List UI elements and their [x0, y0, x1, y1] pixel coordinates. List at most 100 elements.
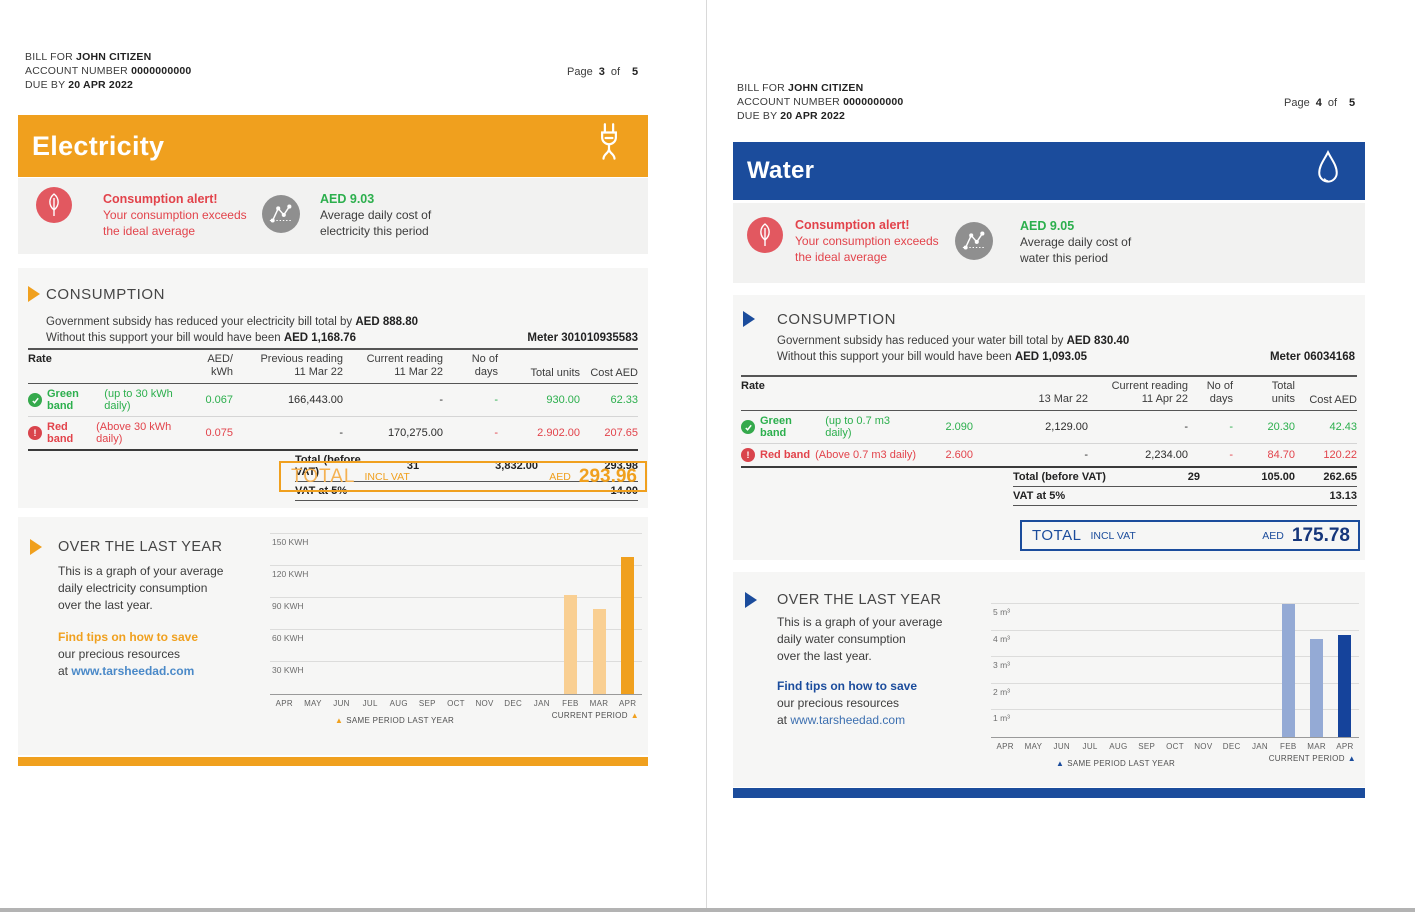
electricity-consumption-panel: CONSUMPTION Government subsidy has reduc…	[18, 268, 648, 508]
chart-gridline	[270, 628, 642, 630]
chart-bar-slot	[1076, 588, 1104, 737]
page-indicator: Page 3 of 5	[567, 66, 639, 78]
consumption-alert-text: Consumption alert! Your consumption exce…	[103, 192, 247, 238]
tarsheedad-link[interactable]: www.tarsheedad.com	[71, 664, 195, 678]
lastyear-title: OVER THE LAST YEAR	[777, 592, 942, 608]
lastyear-desc: This is a graph of your average daily wa…	[777, 615, 943, 663]
chart-month-label: JAN	[533, 699, 550, 708]
leaf-icon	[747, 217, 783, 253]
chart-bar	[592, 608, 606, 694]
chart-tick-label: 30 KWH	[272, 664, 304, 675]
chart-bar	[1338, 634, 1352, 737]
chart-bar-slot	[327, 523, 356, 694]
chart-tick-label: 60 KWH	[272, 632, 304, 643]
chart-month-label: DEC	[504, 699, 523, 708]
chart-month-label: JUL	[1082, 742, 1098, 751]
chart-bar-slot	[1048, 588, 1076, 737]
section-arrow-icon	[30, 539, 42, 555]
chart-month-label: APR	[618, 699, 637, 708]
water-chart: 1 m³ 2 m³ 3 m³ 4 m³ 5 m³ APR MAY JUN JUL AUG SEP O…	[991, 588, 1359, 768]
chart-month-label: AUG	[1109, 742, 1128, 751]
chart-tick-label: 1 m³	[993, 713, 1010, 724]
red-band-row: ! Red band (Above 0.7 m3 daily) 2.600 - …	[741, 444, 1357, 468]
chart-month-label: APR	[1336, 742, 1354, 751]
chart-bar-slot	[299, 523, 328, 694]
chart-months: APR MAY JUN JUL AUG SEP OCT NOV DEC JAN FEB MAR APR	[991, 742, 1359, 751]
plug-icon	[592, 122, 626, 171]
consumption-title: CONSUMPTION	[46, 286, 166, 303]
subsidy-text: Government subsidy has reduced your elec…	[46, 316, 638, 344]
total-before-vat-row: Total (before VAT) 29 105.00 262.65	[1013, 468, 1357, 487]
chart-bar-slot	[499, 523, 528, 694]
document-bottom-edge	[0, 908, 1415, 912]
chart-tick-label: 120 KWH	[272, 568, 309, 579]
chart-bar-slot	[442, 523, 471, 694]
subsidy-text: Government subsidy has reduced your wate…	[777, 335, 1355, 363]
avg-cost-text: AED 9.05 Average daily cost of water thi…	[1020, 219, 1132, 265]
due-line: DUE BY 20 APR 2022	[737, 110, 846, 122]
chart-tick-label: 2 m³	[993, 686, 1010, 697]
tarsheedad-link[interactable]: www.tarsheedad.com	[790, 713, 906, 727]
chart-month-label: OCT	[447, 699, 465, 708]
electricity-title: Electricity	[32, 130, 165, 161]
chart-bar	[563, 594, 577, 694]
consumption-alert-text: Consumption alert! Your consumption exce…	[795, 218, 939, 264]
legend-triangle-icon	[1345, 754, 1359, 763]
chart-bar	[1310, 638, 1324, 737]
chart-bar-slot	[1189, 588, 1217, 737]
chart-month-label: MAY	[304, 699, 322, 708]
chart-month-label: APR	[996, 742, 1014, 751]
chart-bars	[991, 588, 1359, 737]
lastyear-tips: Find tips on how to save our precious re…	[58, 630, 199, 678]
chart-legend: SAME PERIOD LAST YEAR CURRENT PERIOD	[991, 754, 1359, 768]
table-header: Rate AED/kWh Previous reading 11 Mar 22 C…	[28, 348, 638, 384]
chart-gridline	[991, 682, 1359, 684]
chart-bar-slot	[413, 523, 442, 694]
chart-months: APR MAY JUN JUL AUG SEP OCT NOV DEC JAN FEB MAR APR	[270, 699, 642, 708]
chart-tick-label: 4 m³	[993, 633, 1010, 644]
chart-gridline	[270, 596, 642, 598]
water-footer-bar	[733, 788, 1365, 798]
chart-bar-slot	[356, 523, 385, 694]
chart-bar-slot	[384, 523, 413, 694]
chart-bar-slot	[1133, 588, 1161, 737]
check-icon	[741, 420, 755, 434]
legend-triangle-icon	[628, 711, 642, 720]
chart-tick-label: 150 KWH	[272, 536, 309, 547]
account-line: ACCOUNT NUMBER 0000000000	[25, 65, 192, 77]
chart-month-label: FEB	[1280, 742, 1297, 751]
page-separator	[706, 0, 707, 908]
chart-month-label: MAR	[589, 699, 609, 708]
green-band-row: Green band (up to 30 kWh daily) 0.067 16…	[28, 384, 638, 417]
chart-month-label: JUL	[362, 699, 378, 708]
chart-gridline	[270, 532, 642, 534]
page-indicator: Page 4 of 5	[1284, 97, 1356, 109]
electricity-consumption-table: Rate AED/kWh Previous reading 11 Mar 22 C…	[28, 348, 638, 501]
chart-tick-label: 3 m³	[993, 660, 1010, 671]
electricity-alert-strip: Consumption alert! Your consumption exce…	[18, 178, 648, 254]
chart-bar-slot	[1331, 588, 1359, 737]
chart-month-label: AUG	[389, 699, 408, 708]
section-arrow-icon	[743, 311, 755, 327]
chart-bar-slot	[1302, 588, 1330, 737]
chart-month-label: MAR	[1307, 742, 1326, 751]
chart-month-label: SEP	[1138, 742, 1156, 751]
section-arrow-icon	[28, 286, 40, 302]
due-line: DUE BY 20 APR 2022	[25, 79, 134, 91]
lastyear-title: OVER THE LAST YEAR	[58, 539, 223, 555]
red-band-row: ! Red band (Above 30 kWh daily) 0.075 - …	[28, 417, 638, 451]
chart-bars	[270, 523, 642, 694]
chart-month-label: MAY	[1024, 742, 1043, 751]
water-total-box: TOTAL INCL VAT AED 175.78	[1020, 520, 1360, 551]
chart-plot-area: 30 KWH 60 KWH 90 KWH 120 KWH 150 KWH	[270, 523, 642, 695]
bill-meta: BILL FOR JOHN CITIZEN ACCOUNT NUMBER 000…	[25, 50, 191, 92]
chart-tick-label: 5 m³	[993, 606, 1010, 617]
leaf-icon	[36, 187, 72, 223]
section-arrow-icon	[745, 592, 757, 608]
chart-plot-area: 1 m³ 2 m³ 3 m³ 4 m³ 5 m³	[991, 588, 1359, 738]
chart-month-label: JUN	[1053, 742, 1071, 751]
chart-gridline	[991, 656, 1359, 658]
chart-legend: SAME PERIOD LAST YEAR CURRENT PERIOD	[270, 711, 642, 725]
meter-number: Meter 06034168	[1269, 351, 1355, 363]
